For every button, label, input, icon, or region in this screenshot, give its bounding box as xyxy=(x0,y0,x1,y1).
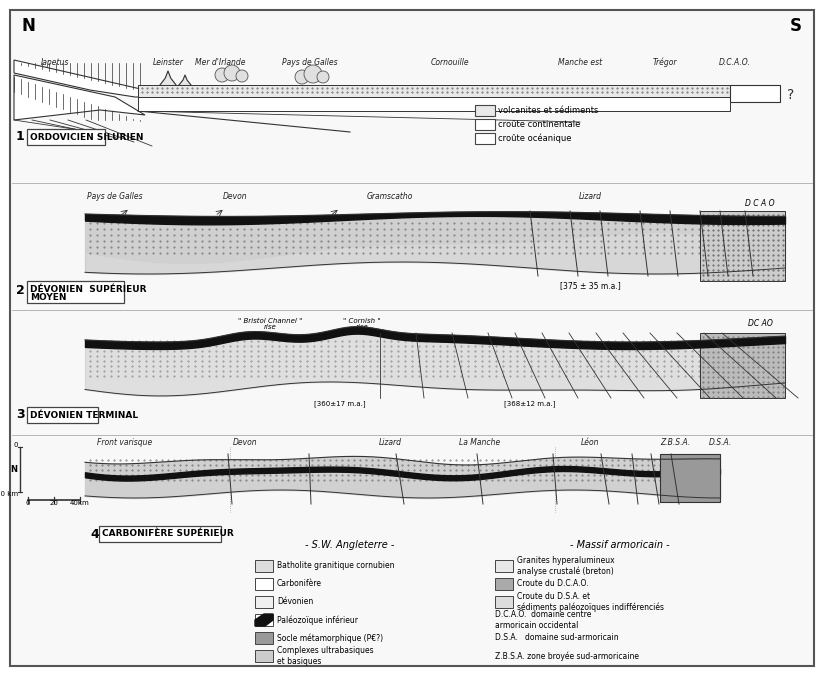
Text: Iapetus: Iapetus xyxy=(41,58,69,67)
Bar xyxy=(700,211,785,281)
Bar xyxy=(255,614,273,626)
Bar xyxy=(475,105,495,116)
Circle shape xyxy=(215,68,229,82)
Bar xyxy=(475,133,495,144)
Text: Croute du D.C.A.O.: Croute du D.C.A.O. xyxy=(517,579,588,589)
Text: - Massif armoricain -: - Massif armoricain - xyxy=(570,540,670,550)
Bar xyxy=(495,560,513,572)
Bar xyxy=(730,85,780,102)
FancyBboxPatch shape xyxy=(27,281,124,303)
Text: " Cornish ": " Cornish " xyxy=(343,318,381,324)
Text: N: N xyxy=(22,17,36,35)
Text: Manche est: Manche est xyxy=(558,58,602,67)
Text: S: S xyxy=(790,17,802,35)
Text: DC AO: DC AO xyxy=(747,319,772,328)
Text: DÉVONIEN  SUPÉRIEUR: DÉVONIEN SUPÉRIEUR xyxy=(30,285,147,293)
Bar xyxy=(660,454,720,502)
Text: rise: rise xyxy=(356,324,368,330)
FancyBboxPatch shape xyxy=(27,407,97,423)
Text: [360±17 m.a.]: [360±17 m.a.] xyxy=(314,400,366,407)
Text: [368±12 m.a.]: [368±12 m.a.] xyxy=(504,400,555,407)
Text: croûte océanique: croûte océanique xyxy=(498,134,572,143)
Bar xyxy=(495,578,513,590)
Text: Cornouille: Cornouille xyxy=(431,58,470,67)
Text: Pays de Galles: Pays de Galles xyxy=(282,58,338,67)
Text: 2: 2 xyxy=(16,283,25,297)
FancyBboxPatch shape xyxy=(27,129,105,145)
Bar xyxy=(138,97,730,111)
Text: 0: 0 xyxy=(26,500,30,506)
Text: Batholite granitique cornubien: Batholite granitique cornubien xyxy=(277,562,395,571)
Bar xyxy=(475,119,495,130)
Text: Socle métamorphique (P€?): Socle métamorphique (P€?) xyxy=(277,633,383,643)
Bar xyxy=(138,85,730,97)
Circle shape xyxy=(236,70,248,82)
Text: Lizard: Lizard xyxy=(578,192,602,201)
Text: D C A O: D C A O xyxy=(745,199,775,208)
Circle shape xyxy=(224,65,240,81)
Text: Paléozoïque inférieur: Paléozoïque inférieur xyxy=(277,615,358,625)
Text: Devon: Devon xyxy=(222,192,247,201)
Text: D.S.A.: D.S.A. xyxy=(709,438,732,447)
FancyBboxPatch shape xyxy=(99,526,221,542)
Bar xyxy=(255,632,273,644)
Text: Lizard: Lizard xyxy=(378,438,401,447)
Bar xyxy=(255,596,273,608)
Text: volcanites et sédiments: volcanites et sédiments xyxy=(498,106,598,115)
Text: Trégor: Trégor xyxy=(653,57,677,67)
Text: 20: 20 xyxy=(49,500,59,506)
Polygon shape xyxy=(160,71,176,85)
Circle shape xyxy=(304,65,322,83)
Polygon shape xyxy=(14,60,145,97)
Text: 30 km: 30 km xyxy=(0,491,18,497)
Text: - S.W. Angleterre -: - S.W. Angleterre - xyxy=(306,540,395,550)
Text: croûte continentale: croûte continentale xyxy=(498,120,580,129)
Text: N: N xyxy=(11,464,17,473)
Text: 1: 1 xyxy=(16,130,25,143)
Text: Pays de Galles: Pays de Galles xyxy=(87,192,143,201)
Polygon shape xyxy=(179,75,191,85)
Text: 4: 4 xyxy=(90,529,99,541)
Text: MOYEN: MOYEN xyxy=(30,293,67,301)
Text: rise: rise xyxy=(264,324,276,330)
Text: Devon: Devon xyxy=(232,438,257,447)
Text: Gramscatho: Gramscatho xyxy=(367,192,413,201)
Text: Complexes ultrabasiques
et basiques: Complexes ultrabasiques et basiques xyxy=(277,646,373,666)
Polygon shape xyxy=(255,614,273,626)
Text: 3: 3 xyxy=(16,408,25,422)
Bar xyxy=(255,650,273,662)
Text: D.S.A.   domaine sud-armoricain: D.S.A. domaine sud-armoricain xyxy=(495,633,619,642)
Text: 0: 0 xyxy=(13,442,18,448)
Text: " Bristol Channel ": " Bristol Channel " xyxy=(238,318,302,324)
Bar xyxy=(495,596,513,608)
Bar xyxy=(255,578,273,590)
Text: Dévonien: Dévonien xyxy=(277,598,313,606)
Text: Carbonifère: Carbonifère xyxy=(277,579,322,589)
Text: Mer d'Irlande: Mer d'Irlande xyxy=(194,58,246,67)
Text: Granites hyperalumineux
analyse crustalé (breton): Granites hyperalumineux analyse crustalé… xyxy=(517,556,615,576)
Text: 40km: 40km xyxy=(70,500,90,506)
Text: DÉVONIEN TERMINAL: DÉVONIEN TERMINAL xyxy=(30,410,138,420)
Text: Z.B.S.A. zone broyée sud-armoricaine: Z.B.S.A. zone broyée sud-armoricaine xyxy=(495,651,639,660)
Text: [375 ± 35 m.a.]: [375 ± 35 m.a.] xyxy=(559,281,620,290)
Text: La Manche: La Manche xyxy=(459,438,501,447)
Polygon shape xyxy=(14,75,145,120)
Text: CARBONIFÈRE SUPÉRIEUR: CARBONIFÈRE SUPÉRIEUR xyxy=(102,529,234,539)
Text: ORDOVICIEN SILURIEN: ORDOVICIEN SILURIEN xyxy=(30,132,143,141)
Bar xyxy=(255,560,273,572)
Bar xyxy=(700,333,785,398)
Text: Front varisque: Front varisque xyxy=(97,438,152,447)
Text: D.C.A.O.  domaine centre
armoricain occidental: D.C.A.O. domaine centre armoricain occid… xyxy=(495,610,592,630)
Text: D.C.A.O.: D.C.A.O. xyxy=(719,58,751,67)
Text: Croute du D.S.A. et
sédiments paléozoïques indifférenciés: Croute du D.S.A. et sédiments paléozoïqu… xyxy=(517,592,664,612)
Text: Léon: Léon xyxy=(581,438,599,447)
Text: ?: ? xyxy=(787,88,794,102)
Circle shape xyxy=(317,71,329,83)
Circle shape xyxy=(295,70,309,84)
Text: Leinster: Leinster xyxy=(152,58,184,67)
Text: Z.B.S.A.: Z.B.S.A. xyxy=(660,438,691,447)
